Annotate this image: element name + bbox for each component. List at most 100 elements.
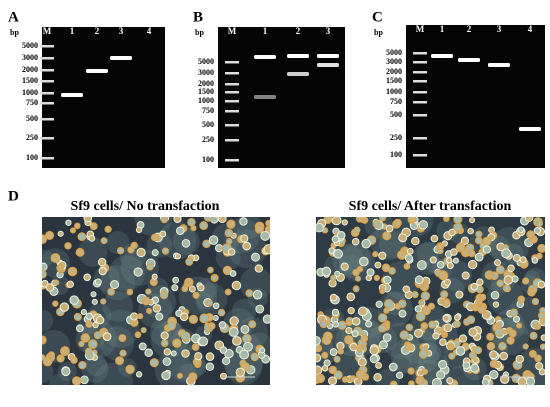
- cell: [383, 299, 394, 309]
- cell: [321, 365, 329, 372]
- ladder-label: 3000: [386, 57, 402, 66]
- cell: [118, 334, 127, 342]
- cell: [369, 354, 379, 364]
- gel: [42, 27, 165, 168]
- cell: [136, 247, 146, 258]
- ladder-band: [413, 71, 427, 74]
- cell: [516, 322, 523, 329]
- cell: [489, 359, 498, 368]
- cell: [91, 298, 98, 305]
- cell: [179, 312, 189, 322]
- cell: [145, 288, 152, 295]
- cell: [431, 377, 442, 385]
- cell: [152, 304, 162, 313]
- cell: [489, 370, 499, 380]
- ladder-band: [413, 137, 427, 140]
- cell: [56, 354, 65, 363]
- cell: [494, 259, 502, 267]
- cell: [330, 274, 337, 282]
- cell: [443, 217, 450, 222]
- cell: [78, 340, 85, 347]
- cell: [149, 278, 158, 287]
- lane-label: 1: [70, 26, 75, 36]
- cell: [414, 328, 423, 338]
- cell: [379, 288, 386, 295]
- cell: [453, 217, 463, 224]
- ladder-band: [40, 102, 54, 105]
- lane-label: 1: [263, 26, 268, 36]
- cell: [535, 220, 543, 228]
- cell: [85, 312, 93, 320]
- cell: [133, 267, 143, 277]
- cell: [420, 322, 429, 330]
- cell: [436, 260, 445, 269]
- cell: [438, 270, 449, 281]
- cell: [130, 241, 138, 250]
- cell: [418, 220, 429, 230]
- cell: [328, 247, 336, 254]
- cell: [265, 219, 270, 227]
- cell: [243, 341, 253, 352]
- ladder-label: 250: [390, 133, 402, 142]
- cell: [477, 305, 486, 314]
- ladder-label: 1500: [22, 76, 38, 85]
- cell: [171, 284, 179, 292]
- cell: [418, 349, 428, 359]
- cell: [468, 327, 478, 337]
- cell: [173, 217, 182, 223]
- cell: [226, 219, 236, 229]
- ladder-label: 100: [390, 150, 402, 159]
- cell: [537, 243, 545, 253]
- ladder-label: 2000: [386, 67, 402, 76]
- cell: [130, 312, 139, 321]
- cell: [533, 227, 541, 235]
- band: [519, 127, 541, 131]
- cell: [240, 234, 249, 243]
- cell: [430, 234, 439, 243]
- cell: [474, 252, 484, 262]
- cell: [146, 263, 154, 271]
- cell: [321, 351, 329, 359]
- haze: [150, 320, 188, 359]
- cell: [94, 278, 102, 286]
- ladder-band: [413, 114, 427, 117]
- cell: [188, 372, 198, 382]
- cell: [446, 257, 453, 264]
- cell: [331, 235, 340, 244]
- cell: [408, 380, 415, 385]
- cell: [398, 299, 407, 308]
- haze: [93, 362, 133, 385]
- cell: [242, 333, 252, 344]
- cell: [208, 235, 219, 245]
- cell: [399, 330, 409, 340]
- cell: [440, 290, 449, 299]
- band: [488, 63, 510, 67]
- cell: [448, 352, 456, 360]
- cell: [347, 307, 355, 315]
- cell: [333, 249, 344, 259]
- cell: [372, 251, 379, 258]
- cell: [383, 275, 392, 285]
- cell: [80, 333, 91, 343]
- cell: [191, 343, 200, 351]
- cell: [375, 300, 383, 308]
- cell: [160, 339, 169, 347]
- cell: [443, 323, 453, 333]
- cell: [135, 226, 143, 234]
- cell: [198, 336, 209, 347]
- cell: [140, 327, 147, 334]
- cell: [537, 280, 545, 289]
- cell: [361, 238, 371, 249]
- haze: [196, 277, 218, 299]
- cell: [64, 242, 72, 250]
- cell: [501, 248, 512, 259]
- cell: [219, 372, 228, 380]
- cell: [217, 217, 227, 224]
- cell: [372, 220, 381, 228]
- cell: [355, 369, 366, 380]
- cell: [470, 282, 479, 291]
- cell: [373, 373, 382, 382]
- cell: [489, 350, 499, 360]
- ladder-band: [40, 45, 54, 48]
